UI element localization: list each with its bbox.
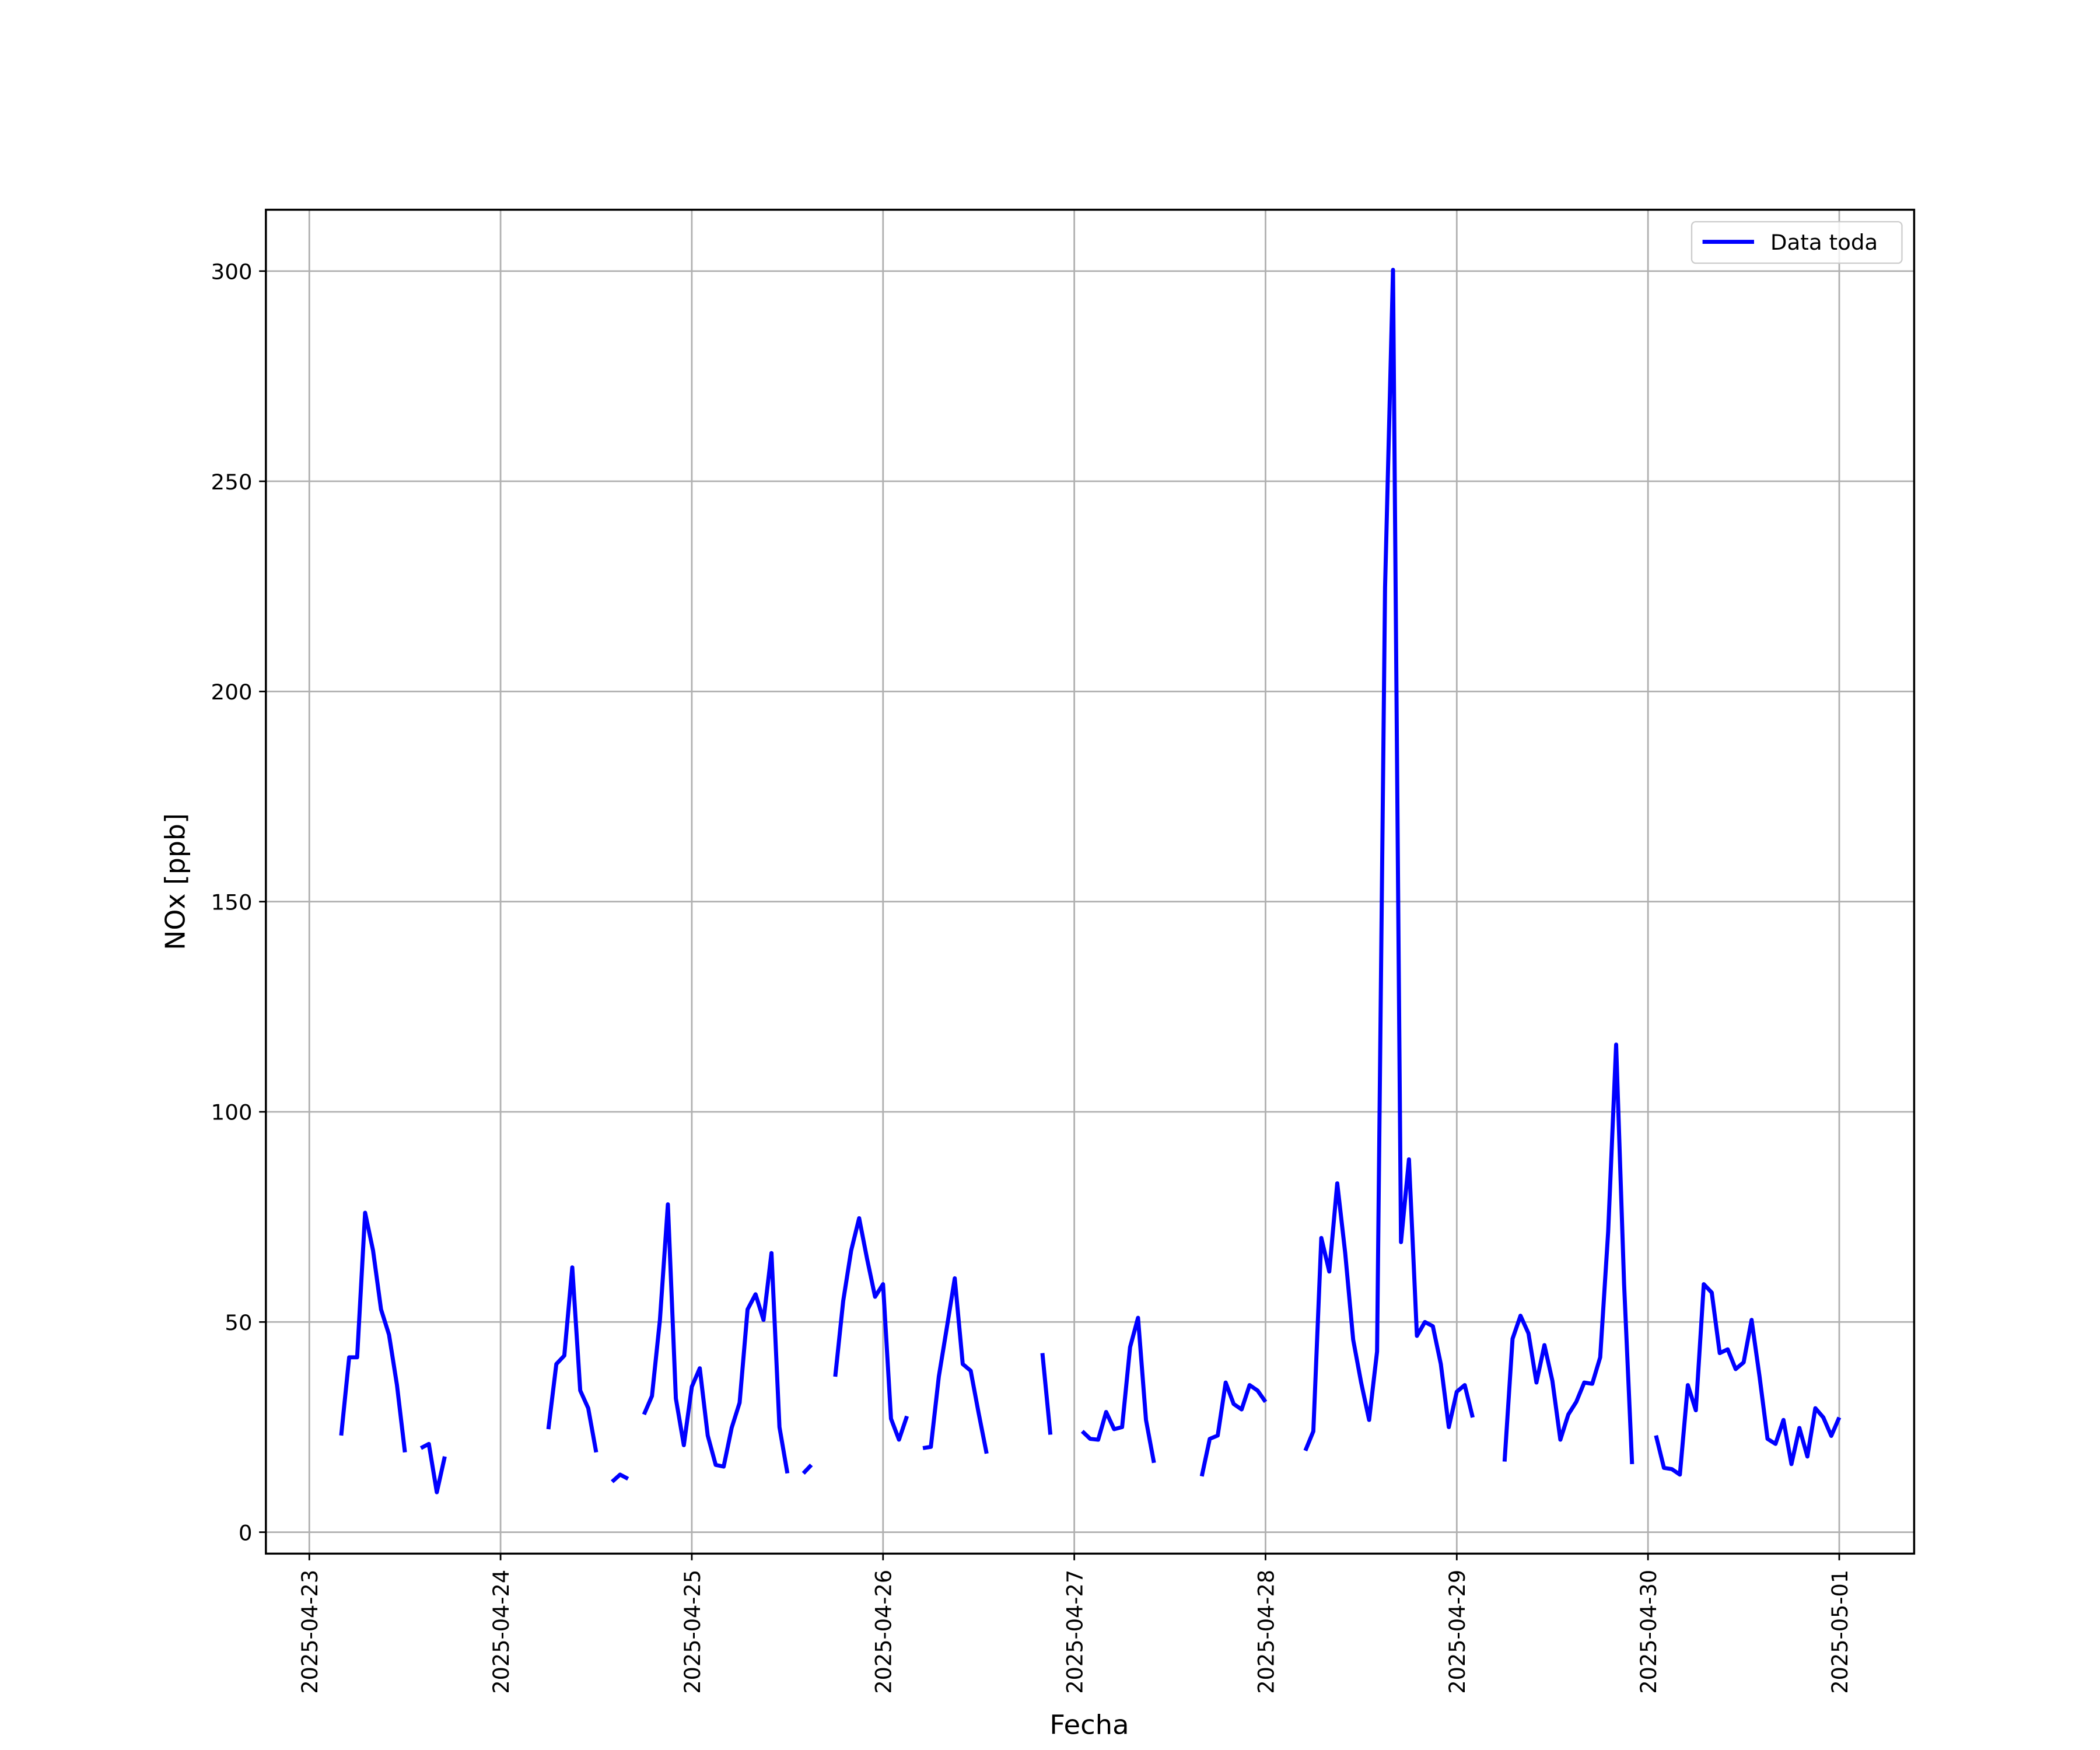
x-tick-label: 2025-04-24	[489, 1570, 514, 1694]
x-tick-label: 2025-04-25	[680, 1570, 705, 1694]
x-tick-label: 2025-04-29	[1445, 1570, 1470, 1694]
y-tick-label: 200	[211, 680, 253, 705]
y-tick-label: 250	[211, 470, 253, 495]
x-tick-label: 2025-05-01	[1828, 1570, 1853, 1694]
y-tick-label: 50	[225, 1310, 252, 1335]
x-tick-label: 2025-04-27	[1062, 1570, 1087, 1694]
y-tick-label: 150	[211, 890, 253, 915]
x-tick-label: 2025-04-30	[1636, 1570, 1661, 1694]
data-line	[339, 268, 1842, 1494]
y-tick-label: 0	[239, 1521, 253, 1546]
plot-frame	[265, 208, 1916, 1555]
x-tick-label: 2025-04-28	[1254, 1570, 1279, 1694]
legend-label: Data toda	[1770, 230, 1878, 256]
y-axis-label: NOx [ppb]	[159, 813, 191, 950]
y-tick-label: 100	[211, 1100, 253, 1125]
x-tick-label: 2025-04-26	[871, 1570, 896, 1694]
legend: Data toda	[1690, 221, 1903, 264]
x-tick-label: 2025-04-23	[298, 1570, 323, 1694]
x-axis-label: Fecha	[1049, 1709, 1129, 1741]
legend-box	[1690, 221, 1903, 264]
y-tick-label: 300	[211, 260, 253, 285]
